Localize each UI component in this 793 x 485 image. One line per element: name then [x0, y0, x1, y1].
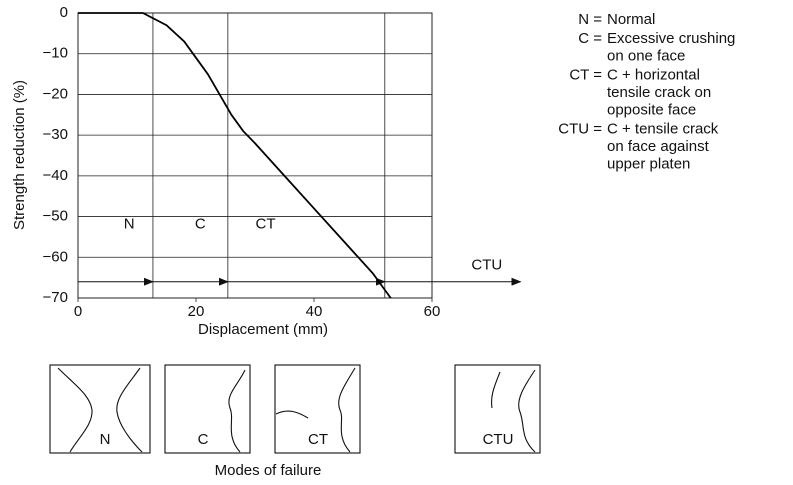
mode-label: C [195, 216, 206, 233]
specimen-box [454, 364, 541, 454]
y-tick-label: −50 [43, 208, 68, 225]
key-text: upper platen [607, 155, 690, 172]
x-tick-label: 40 [306, 303, 323, 320]
y-tick-label: −40 [43, 167, 68, 184]
diagram-label: N [100, 431, 111, 448]
diagram-label: CTU [483, 431, 514, 448]
x-axis-label: Displacement (mm) [198, 321, 328, 338]
key-text: C + tensile crack [607, 120, 719, 137]
key-text: Normal [607, 11, 655, 28]
crack [57, 367, 143, 453]
key-text: tensile crack on [607, 84, 711, 101]
key-text: Excessive crushing [607, 30, 735, 47]
diagram-caption: Modes of failure [215, 462, 322, 479]
crack [491, 369, 536, 453]
key-term: C = [578, 30, 602, 47]
y-axis-label: Strength reduction (%) [11, 80, 28, 230]
key-term: CTU = [558, 120, 602, 137]
plot-frame [77, 12, 433, 299]
specimen-box [164, 364, 251, 454]
key-term: N = [578, 11, 602, 28]
key-text: on one face [607, 47, 685, 64]
mode-label: N [124, 216, 135, 233]
crack [228, 369, 246, 453]
specimen-box [274, 364, 361, 454]
crack [275, 367, 356, 453]
x-tick-label: 20 [188, 303, 205, 320]
x-tick-label: 60 [424, 303, 441, 320]
key-text: opposite face [607, 101, 696, 118]
diagram-label: C [198, 431, 209, 448]
key-term: CT = [569, 66, 602, 83]
curve [78, 12, 392, 299]
y-tick-label: −10 [43, 45, 68, 62]
specimen-box [49, 364, 151, 454]
diagram-label: CT [308, 431, 328, 448]
key-text: on face against [607, 138, 710, 155]
key-text: C + horizontal [607, 66, 700, 83]
y-tick-label: −30 [43, 126, 68, 143]
y-tick-label: 0 [60, 4, 68, 21]
y-tick-label: −20 [43, 85, 68, 102]
x-tick-label: 0 [74, 303, 82, 320]
mode-label: CTU [471, 256, 502, 273]
mode-label: CT [256, 216, 276, 233]
y-tick-label: −60 [43, 248, 68, 265]
failure-diagrams [49, 364, 541, 454]
y-tick-label: −70 [43, 289, 68, 306]
